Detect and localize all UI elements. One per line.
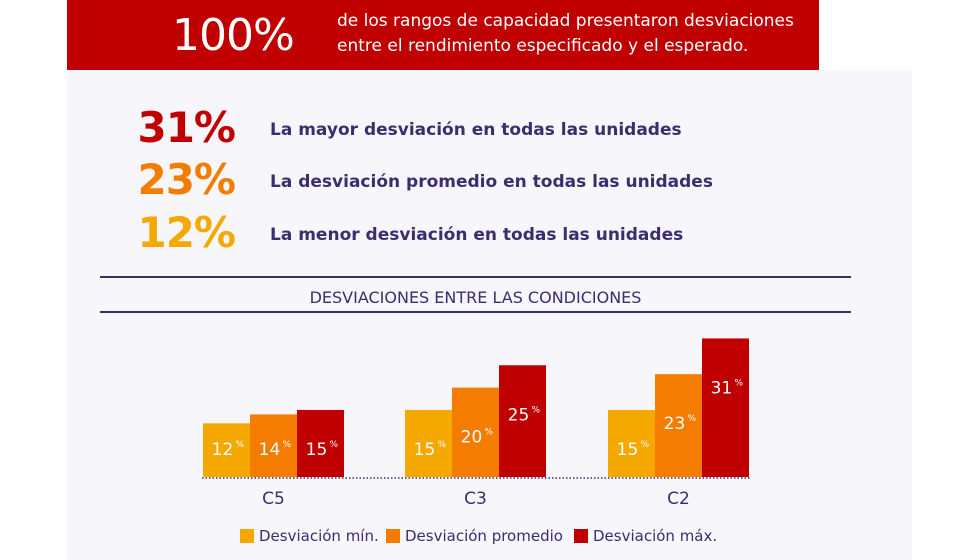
bar: [203, 423, 250, 477]
data-label: 15: [306, 440, 328, 460]
bar: [608, 409, 655, 477]
stat-value: 23%: [137, 155, 236, 204]
bar: [655, 374, 702, 477]
data-label: 14: [259, 440, 281, 460]
data-label-suffix: %: [688, 414, 697, 424]
legend-label: Desviación mín.: [259, 527, 379, 545]
legend-label: Desviación promedio: [405, 527, 563, 545]
data-label-suffix: %: [641, 440, 650, 450]
legend-swatch: [240, 529, 254, 543]
legend-swatch: [574, 529, 588, 543]
data-label-suffix: %: [438, 440, 447, 450]
data-label: 15: [414, 440, 436, 460]
headline-line-1: de los rangos de capacidad presentaron d…: [337, 11, 794, 31]
legend-avg: Desviación promedio: [386, 527, 563, 545]
headline-line-2: entre el rendimiento especificado y el e…: [337, 36, 749, 56]
legend-max: Desviación máx.: [574, 527, 717, 545]
divider: [100, 276, 851, 278]
data-label: 12: [212, 440, 234, 460]
bar: [297, 409, 344, 477]
headline-banner: 100% de los rangos de capacidad presenta…: [67, 0, 819, 70]
data-label-suffix: %: [485, 428, 494, 438]
headline-text: de los rangos de capacidad presentaron d…: [337, 9, 794, 59]
bar: [250, 414, 297, 477]
stat-label: La menor desviación en todas las unidade…: [270, 225, 684, 245]
data-label: 25: [508, 405, 530, 425]
data-label-suffix: %: [735, 378, 744, 388]
bar: [702, 338, 749, 477]
bar: [405, 409, 452, 477]
data-label: 31: [711, 378, 733, 398]
legend-swatch: [386, 529, 400, 543]
data-label: 23: [664, 414, 686, 434]
data-label-suffix: %: [236, 440, 245, 450]
stat-label: La mayor desviación en todas las unidade…: [270, 120, 682, 140]
data-label-suffix: %: [532, 405, 541, 415]
category-label: C2: [667, 489, 690, 509]
data-label: 15: [617, 440, 639, 460]
data-label-suffix: %: [283, 440, 292, 450]
data-label-suffix: %: [330, 440, 339, 450]
bar: [499, 365, 546, 477]
stat-label: La desviación promedio en todas las unid…: [270, 172, 713, 192]
stat-value: 31%: [137, 103, 236, 152]
stat-value: 12%: [137, 208, 236, 257]
data-label: 20: [461, 428, 483, 448]
category-label: C3: [464, 489, 487, 509]
legend-min: Desviación mín.: [240, 527, 379, 545]
chart-title: DESVIACIONES ENTRE LAS CONDICIONES: [309, 288, 642, 307]
bar: [452, 387, 499, 477]
headline-value: 100%: [172, 10, 295, 61]
divider: [100, 311, 851, 313]
legend-label: Desviación máx.: [593, 527, 718, 545]
category-label: C5: [262, 489, 285, 509]
